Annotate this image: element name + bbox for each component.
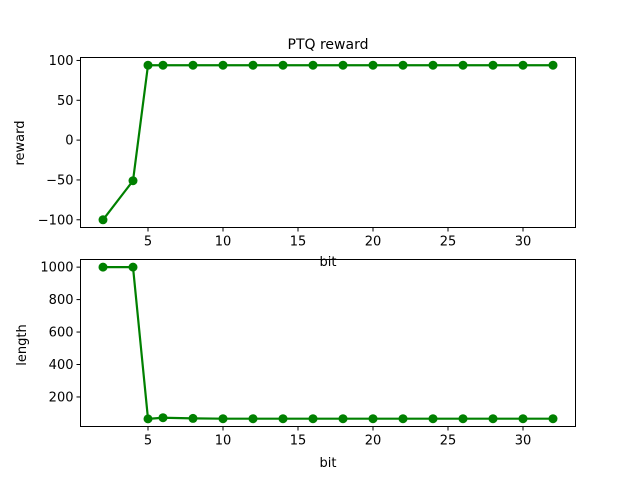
length-axes-frame (80, 259, 576, 427)
reward-ticks: 5 10 15 20 25 30 −100 −50 0 50 100 (38, 54, 531, 250)
length-data-point (518, 414, 528, 424)
reward-data-point (488, 60, 498, 70)
reward-y-tick-label: 0 (65, 134, 73, 149)
reward-data-point (248, 60, 258, 70)
reward-data-point (128, 176, 138, 186)
reward-data-point (308, 60, 318, 70)
length-ticks: 5 10 15 20 25 30 200 400 600 800 1000 (40, 261, 531, 449)
length-x-tick-label: 15 (290, 434, 307, 449)
reward-x-tick-label: 20 (365, 235, 382, 250)
length-x-tick-label: 10 (215, 434, 232, 449)
reward-axes-frame (80, 57, 576, 228)
length-y-tick-label: 800 (49, 293, 74, 308)
reward-data-point (428, 60, 438, 70)
length-data-point (428, 414, 438, 424)
reward-data-point (368, 60, 378, 70)
reward-data-point (518, 60, 528, 70)
reward-data-point (278, 60, 288, 70)
length-data-point (338, 414, 348, 424)
length-data-point (488, 414, 498, 424)
length-data-point (458, 414, 468, 424)
reward-x-tick-label: 15 (290, 235, 307, 250)
length-data-point (278, 414, 288, 424)
reward-x-tick-label: 25 (440, 235, 457, 250)
length-data-point (218, 414, 228, 424)
length-data-point (548, 414, 558, 424)
length-x-tick-label: 20 (365, 434, 382, 449)
length-x-tick-label: 5 (144, 434, 152, 449)
reward-data-point (98, 215, 108, 225)
reward-y-axis-label: reward (13, 120, 28, 165)
length-data-point (188, 413, 198, 423)
length-x-axis-label: bit (320, 456, 337, 471)
reward-x-tick-label: 10 (215, 235, 232, 250)
length-data-point (143, 414, 153, 424)
length-x-tick-label: 30 (515, 434, 532, 449)
length-data-point (248, 414, 258, 424)
length-y-tick-label: 1000 (40, 261, 73, 276)
reward-y-tick-label: 50 (57, 94, 74, 109)
reward-subplot: PTQ reward bit reward 5 10 15 20 25 30 −100 −50… (13, 37, 576, 270)
reward-data-point (398, 60, 408, 70)
reward-chart-title: PTQ reward (288, 37, 369, 53)
reward-data-point (548, 60, 558, 70)
length-x-tick-label: 25 (440, 434, 457, 449)
reward-data-point (458, 60, 468, 70)
reward-data-point (143, 60, 153, 70)
reward-data-point (218, 60, 228, 70)
reward-y-tick-label: −100 (38, 213, 74, 228)
length-subplot: bit length 5 10 15 20 25 30 200 400 600 800 1000 (15, 259, 576, 471)
length-y-tick-label: 200 (49, 390, 74, 405)
length-data-point (368, 414, 378, 424)
reward-plot-area (98, 60, 558, 225)
reward-data-point (158, 60, 168, 70)
length-data-point (98, 262, 108, 272)
length-plot-area (98, 262, 558, 424)
reward-y-tick-label: −50 (46, 173, 73, 188)
reward-x-tick-label: 30 (515, 235, 532, 250)
reward-data-point (338, 60, 348, 70)
length-data-point (398, 414, 408, 424)
length-y-axis-label: length (15, 324, 30, 365)
reward-y-tick-label: 100 (49, 54, 74, 69)
length-data-point (128, 262, 138, 272)
length-data-point (308, 414, 318, 424)
length-y-tick-label: 600 (49, 326, 74, 341)
length-data-point (158, 413, 168, 423)
reward-x-tick-label: 5 (144, 235, 152, 250)
length-y-tick-label: 400 (49, 358, 74, 373)
reward-data-point (188, 60, 198, 70)
reward-x-axis-label: bit (320, 255, 337, 270)
